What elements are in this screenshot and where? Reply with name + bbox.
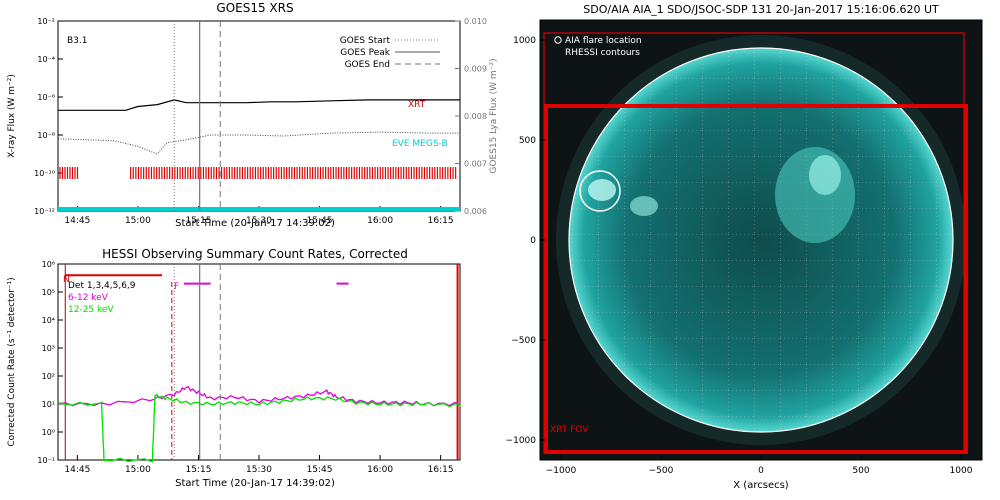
goes-title: GOES15 XRS <box>216 1 293 15</box>
hessi-ytick-label: 10³ <box>42 344 55 353</box>
aia-xtick-label: 500 <box>852 466 869 476</box>
legend-goes-start: GOES Start <box>340 36 391 46</box>
goes-ytick-label: 10⁻⁴ <box>37 55 55 64</box>
aia-ytick-label: −1000 <box>506 436 537 446</box>
goes-ytick-label: 10⁻¹² <box>34 207 55 216</box>
aia-ytick-label: 1000 <box>513 36 536 46</box>
goes-xtick-label: 15:30 <box>246 216 272 226</box>
goes-marks <box>57 21 460 211</box>
hessi-series-6-12 <box>57 386 461 407</box>
goes-ytick-label: 10⁻⁶ <box>37 93 55 102</box>
aia-limb <box>568 47 954 433</box>
aia-disk-detail <box>569 48 953 432</box>
aia-panel: SDO/AIA AIA_1 SDO/JSOC-SDP 131 20-Jan-20… <box>506 3 983 491</box>
hessi-legend-12-25: 12-25 keV <box>68 305 114 315</box>
goes-xlabel: Start Time (20-Jan-17 14:39:02) <box>175 218 335 229</box>
aia-ytick-label: −500 <box>511 336 536 346</box>
goes-ytick-right-label: 0.008 <box>464 112 487 121</box>
goes-ytick-right-label: 0.009 <box>464 65 487 74</box>
aia-legend-rhessi: RHESSI contours <box>565 48 640 58</box>
legend-goes-end: GOES End <box>345 60 390 70</box>
aia-ticks: −1000 −500 0 500 1000 1000 500 0 −500 −1000 <box>506 36 973 476</box>
goes-panel: GOES15 XRS 14:45 15:00 15:15 15:30 15:45 16:0… <box>7 1 499 229</box>
aia-title: SDO/AIA AIA_1 SDO/JSOC-SDP 131 20-Jan-20… <box>583 3 939 16</box>
goes-xtick-label: 15:45 <box>307 216 333 226</box>
legend-circle-icon <box>554 36 562 44</box>
active-region-core <box>809 155 841 195</box>
hessi-xtick-label: 15:00 <box>125 465 151 475</box>
goes-ytick-right-label: 0.007 <box>464 160 487 169</box>
hessi-ylabel: Corrected Count Rate (s⁻¹ detector⁻¹) <box>7 277 17 446</box>
hessi-xtick-label: 16:15 <box>428 465 454 475</box>
aia-xlabel: X (arcsecs) <box>733 480 789 491</box>
hessi-panel: HESSI Observing Summary Count Rates, Cor… <box>7 247 461 489</box>
series-label-eve: EVE MEGS-B <box>392 139 448 149</box>
aia-xtick-label: −500 <box>649 466 674 476</box>
goes-xtick-label: 15:00 <box>125 216 151 226</box>
goes-ticks: 14:45 15:00 15:15 15:30 15:45 16:00 16:15 10⁻² 1… <box>34 17 487 226</box>
hessi-ticks: 14:45 15:00 15:15 15:30 15:45 16:00 16:15 10⁶ 10… <box>37 260 453 475</box>
goes-xtick-label: 16:00 <box>367 216 393 226</box>
active-region-east <box>630 196 658 216</box>
goes-ytick-label: 10⁻² <box>37 17 55 26</box>
hessi-series-12-25 <box>57 393 461 463</box>
goes-ytick-label: 10⁻¹⁰ <box>34 169 55 178</box>
goes-class-label: B3.1 <box>67 36 88 46</box>
aia-flare-location-marker <box>579 170 621 212</box>
hessi-marks <box>57 264 461 463</box>
hessi-xlabel: Start Time (20-Jan-17 14:39:02) <box>175 478 335 489</box>
aia-xtick-label: 1000 <box>950 466 973 476</box>
hessi-title: HESSI Observing Summary Count Rates, Cor… <box>102 247 408 261</box>
aia-xtick-label: −1000 <box>546 466 577 476</box>
aia-legend-flare: AIA flare location <box>565 36 642 46</box>
flare-region <box>588 179 616 201</box>
goes-axes <box>57 20 461 212</box>
goes-ylabel-right: GOES15 Lya Flux (W m⁻²) <box>489 58 499 173</box>
hessi-xtick-label: 15:30 <box>246 465 272 475</box>
goes-series-xrt <box>58 99 460 111</box>
hessi-xtick-label: 15:15 <box>185 465 211 475</box>
goes-series-eve <box>57 131 460 155</box>
goes-ytick-right-label: 0.010 <box>464 17 487 26</box>
hessi-night-label: N <box>63 275 70 285</box>
goes-xtick-label: 16:15 <box>428 216 454 226</box>
aia-ytick-label: 0 <box>530 236 536 246</box>
goes-xtick-label: 14:45 <box>64 216 90 226</box>
hessi-axes <box>57 263 461 461</box>
series-label-xrt: XRT <box>408 100 426 110</box>
aia-xtick-label: 0 <box>758 466 764 476</box>
hessi-xtick-label: 15:45 <box>307 465 333 475</box>
hessi-ytick-label: 10⁻¹ <box>37 456 55 465</box>
legend-goes-peak: GOES Peak <box>340 48 390 58</box>
hessi-ytick-label: 10¹ <box>42 400 55 409</box>
hessi-ytick-label: 10⁵ <box>42 288 55 297</box>
hessi-ytick-label: 10⁶ <box>42 260 55 269</box>
hessi-ytick-label: 10⁴ <box>42 316 55 325</box>
goes-ylabel: X-ray Flux (W m⁻²) <box>7 74 17 158</box>
goes-ytick-right-label: 0.006 <box>464 207 487 216</box>
hessi-flag-label: F <box>174 282 179 292</box>
hessi-xtick-label: 16:00 <box>367 465 393 475</box>
goes-xtick-label: 15:15 <box>185 216 211 226</box>
goes-ytick-label: 10⁻⁸ <box>37 131 55 140</box>
aia-ytick-label: 500 <box>519 136 536 146</box>
hessi-ytick-label: 10² <box>42 372 55 381</box>
hessi-det-label: Det 1,3,4,5,6,9 <box>68 281 136 291</box>
hessi-xtick-label: 14:45 <box>64 465 90 475</box>
xrt-fov-label: XRT FOV <box>550 425 589 435</box>
goes-legend: GOES Start GOES Peak GOES End <box>340 36 440 70</box>
hessi-legend-6-12: 6-12 keV <box>68 293 109 303</box>
hessi-ytick-label: 10⁰ <box>42 428 55 437</box>
xrt-fov-box <box>544 104 968 454</box>
aia-lat-lon-grid <box>569 48 953 432</box>
